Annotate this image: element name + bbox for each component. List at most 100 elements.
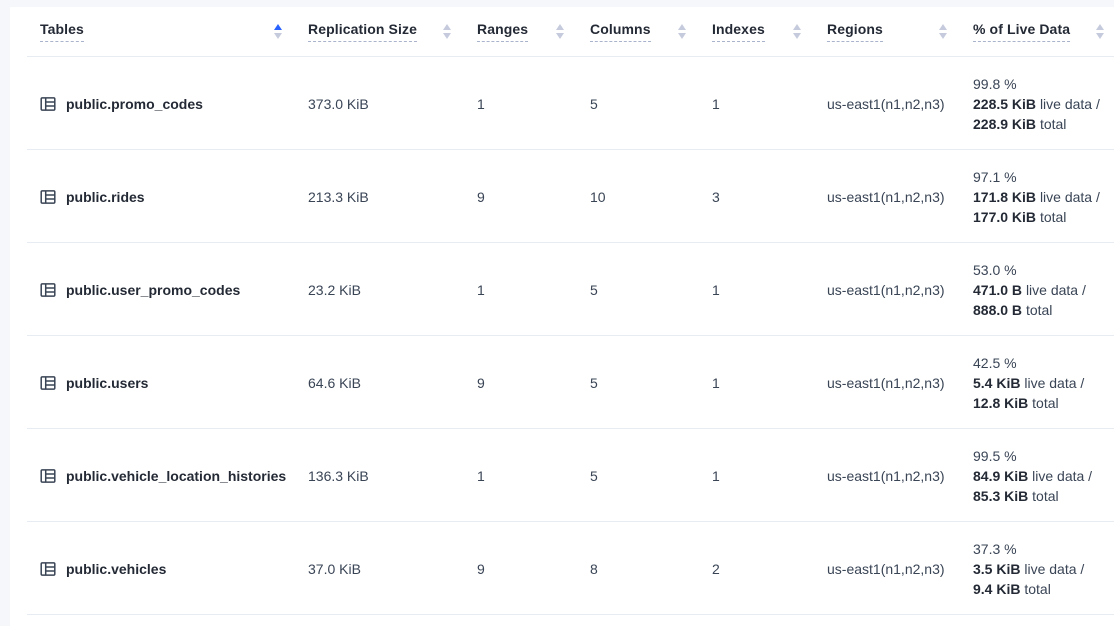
table-header-row: Tables Replication Size Ranges Columns I… bbox=[10, 7, 1114, 57]
live-data-cell: 99.5 % 84.9 KiB live data / 85.3 KiB tot… bbox=[973, 429, 1114, 522]
sort-down-icon bbox=[1096, 33, 1104, 39]
regions-cell: us-east1(n1,n2,n3) bbox=[827, 281, 945, 298]
live-percent: 42.5 % bbox=[973, 354, 1017, 371]
live-data-cell: 97.1 % 171.8 KiB live data / 177.0 KiB t… bbox=[973, 150, 1114, 243]
table-name-link[interactable]: public.rides bbox=[66, 188, 145, 205]
columns-cell: 5 bbox=[590, 281, 598, 298]
table-name-cell: public.user_promo_codes bbox=[40, 243, 308, 336]
regions-cell: us-east1(n1,n2,n3) bbox=[827, 467, 945, 484]
regions-cell: us-east1(n1,n2,n3) bbox=[827, 374, 945, 391]
table-name-link[interactable]: public.users bbox=[66, 374, 149, 391]
table-icon bbox=[40, 282, 56, 298]
column-header-indexes[interactable]: Indexes bbox=[712, 7, 827, 57]
total-data-amount: 85.3 KiB total bbox=[973, 487, 1059, 504]
column-header-regions[interactable]: Regions bbox=[827, 7, 973, 57]
sort-up-icon bbox=[556, 24, 564, 30]
indexes-cell: 1 bbox=[712, 281, 720, 298]
sort-arrows-icon[interactable] bbox=[939, 24, 947, 39]
replication-size-cell: 64.6 KiB bbox=[308, 374, 361, 391]
replication-size-cell: 373.0 KiB bbox=[308, 95, 369, 112]
live-percent: 37.3 % bbox=[973, 540, 1017, 557]
ranges-cell: 9 bbox=[477, 188, 485, 205]
columns-cell: 5 bbox=[590, 374, 598, 391]
columns-cell: 10 bbox=[590, 188, 606, 205]
column-header-ranges[interactable]: Ranges bbox=[477, 7, 590, 57]
tables-list-card: Tables Replication Size Ranges Columns I… bbox=[10, 7, 1114, 626]
live-data-amount: 3.5 KiB live data / bbox=[973, 560, 1085, 577]
live-percent: 97.1 % bbox=[973, 168, 1017, 185]
sort-up-icon bbox=[678, 24, 686, 30]
table-name-cell: public.vehicle_location_histories bbox=[40, 429, 308, 522]
table-body: public.promo_codes 373.0 KiB 1 5 1 us-ea… bbox=[10, 57, 1114, 615]
sort-up-icon bbox=[1096, 24, 1104, 30]
table-row[interactable]: public.users 64.6 KiB 9 5 1 us-east1(n1,… bbox=[10, 336, 1114, 429]
regions-cell: us-east1(n1,n2,n3) bbox=[827, 95, 945, 112]
table-icon bbox=[40, 468, 56, 484]
column-header-replication_size[interactable]: Replication Size bbox=[308, 7, 477, 57]
columns-cell: 8 bbox=[590, 560, 598, 577]
live-data-cell: 53.0 % 471.0 B live data / 888.0 B total bbox=[973, 243, 1114, 336]
replication-size-cell: 23.2 KiB bbox=[308, 281, 361, 298]
table-icon bbox=[40, 561, 56, 577]
column-header-label[interactable]: Indexes bbox=[712, 21, 765, 42]
live-percent: 53.0 % bbox=[973, 261, 1017, 278]
indexes-cell: 1 bbox=[712, 467, 720, 484]
ranges-cell: 9 bbox=[477, 560, 485, 577]
table-row[interactable]: public.user_promo_codes 23.2 KiB 1 5 1 u… bbox=[10, 243, 1114, 336]
sort-up-icon bbox=[274, 24, 282, 30]
replication-size-cell: 136.3 KiB bbox=[308, 467, 369, 484]
sort-down-icon bbox=[274, 33, 282, 39]
sort-arrows-icon[interactable] bbox=[1096, 24, 1104, 39]
total-data-amount: 177.0 KiB total bbox=[973, 208, 1067, 225]
table-name-cell: public.rides bbox=[40, 150, 308, 243]
column-header-label[interactable]: Regions bbox=[827, 21, 883, 42]
column-header-label[interactable]: Columns bbox=[590, 21, 651, 42]
table-name-link[interactable]: public.vehicles bbox=[66, 560, 167, 577]
table-icon bbox=[40, 375, 56, 391]
indexes-cell: 2 bbox=[712, 560, 720, 577]
regions-cell: us-east1(n1,n2,n3) bbox=[827, 188, 945, 205]
column-header-live_data[interactable]: % of Live Data bbox=[973, 7, 1114, 57]
ranges-cell: 1 bbox=[477, 95, 485, 112]
indexes-cell: 3 bbox=[712, 188, 720, 205]
total-data-amount: 9.4 KiB total bbox=[973, 580, 1051, 597]
total-data-amount: 228.9 KiB total bbox=[973, 115, 1067, 132]
replication-size-cell: 213.3 KiB bbox=[308, 188, 369, 205]
sort-up-icon bbox=[939, 24, 947, 30]
live-data-amount: 471.0 B live data / bbox=[973, 281, 1086, 298]
column-header-name[interactable]: Tables bbox=[40, 7, 308, 57]
live-data-cell: 37.3 % 3.5 KiB live data / 9.4 KiB total bbox=[973, 522, 1114, 615]
table-row[interactable]: public.rides 213.3 KiB 9 10 3 us-east1(n… bbox=[10, 150, 1114, 243]
column-header-label[interactable]: % of Live Data bbox=[973, 21, 1071, 42]
live-data-amount: 228.5 KiB live data / bbox=[973, 95, 1100, 112]
table-row[interactable]: public.vehicle_location_histories 136.3 … bbox=[10, 429, 1114, 522]
table-row[interactable]: public.promo_codes 373.0 KiB 1 5 1 us-ea… bbox=[10, 57, 1114, 150]
sort-up-icon bbox=[793, 24, 801, 30]
total-data-amount: 12.8 KiB total bbox=[973, 394, 1059, 411]
sort-arrows-icon[interactable] bbox=[443, 24, 451, 39]
table-name-link[interactable]: public.vehicle_location_histories bbox=[66, 467, 287, 484]
column-header-label[interactable]: Ranges bbox=[477, 21, 529, 42]
columns-cell: 5 bbox=[590, 467, 598, 484]
ranges-cell: 1 bbox=[477, 281, 485, 298]
total-data-amount: 888.0 B total bbox=[973, 301, 1053, 318]
live-data-cell: 99.8 % 228.5 KiB live data / 228.9 KiB t… bbox=[973, 57, 1114, 150]
table-icon bbox=[40, 189, 56, 205]
table-row[interactable]: public.vehicles 37.0 KiB 9 8 2 us-east1(… bbox=[10, 522, 1114, 615]
table-name-link[interactable]: public.promo_codes bbox=[66, 95, 203, 112]
column-header-label[interactable]: Tables bbox=[40, 21, 84, 42]
live-data-amount: 84.9 KiB live data / bbox=[973, 467, 1093, 484]
table-name-link[interactable]: public.user_promo_codes bbox=[66, 281, 241, 298]
sort-arrows-icon[interactable] bbox=[556, 24, 564, 39]
table-name-cell: public.promo_codes bbox=[40, 57, 308, 150]
column-header-label[interactable]: Replication Size bbox=[308, 21, 417, 42]
column-header-columns[interactable]: Columns bbox=[590, 7, 712, 57]
sort-arrows-icon[interactable] bbox=[678, 24, 686, 39]
live-percent: 99.8 % bbox=[973, 75, 1017, 92]
table-name-cell: public.vehicles bbox=[40, 522, 308, 615]
table-name-cell: public.users bbox=[40, 336, 308, 429]
ranges-cell: 9 bbox=[477, 374, 485, 391]
live-data-amount: 5.4 KiB live data / bbox=[973, 374, 1085, 391]
sort-arrows-icon[interactable] bbox=[274, 24, 282, 39]
sort-arrows-icon[interactable] bbox=[793, 24, 801, 39]
